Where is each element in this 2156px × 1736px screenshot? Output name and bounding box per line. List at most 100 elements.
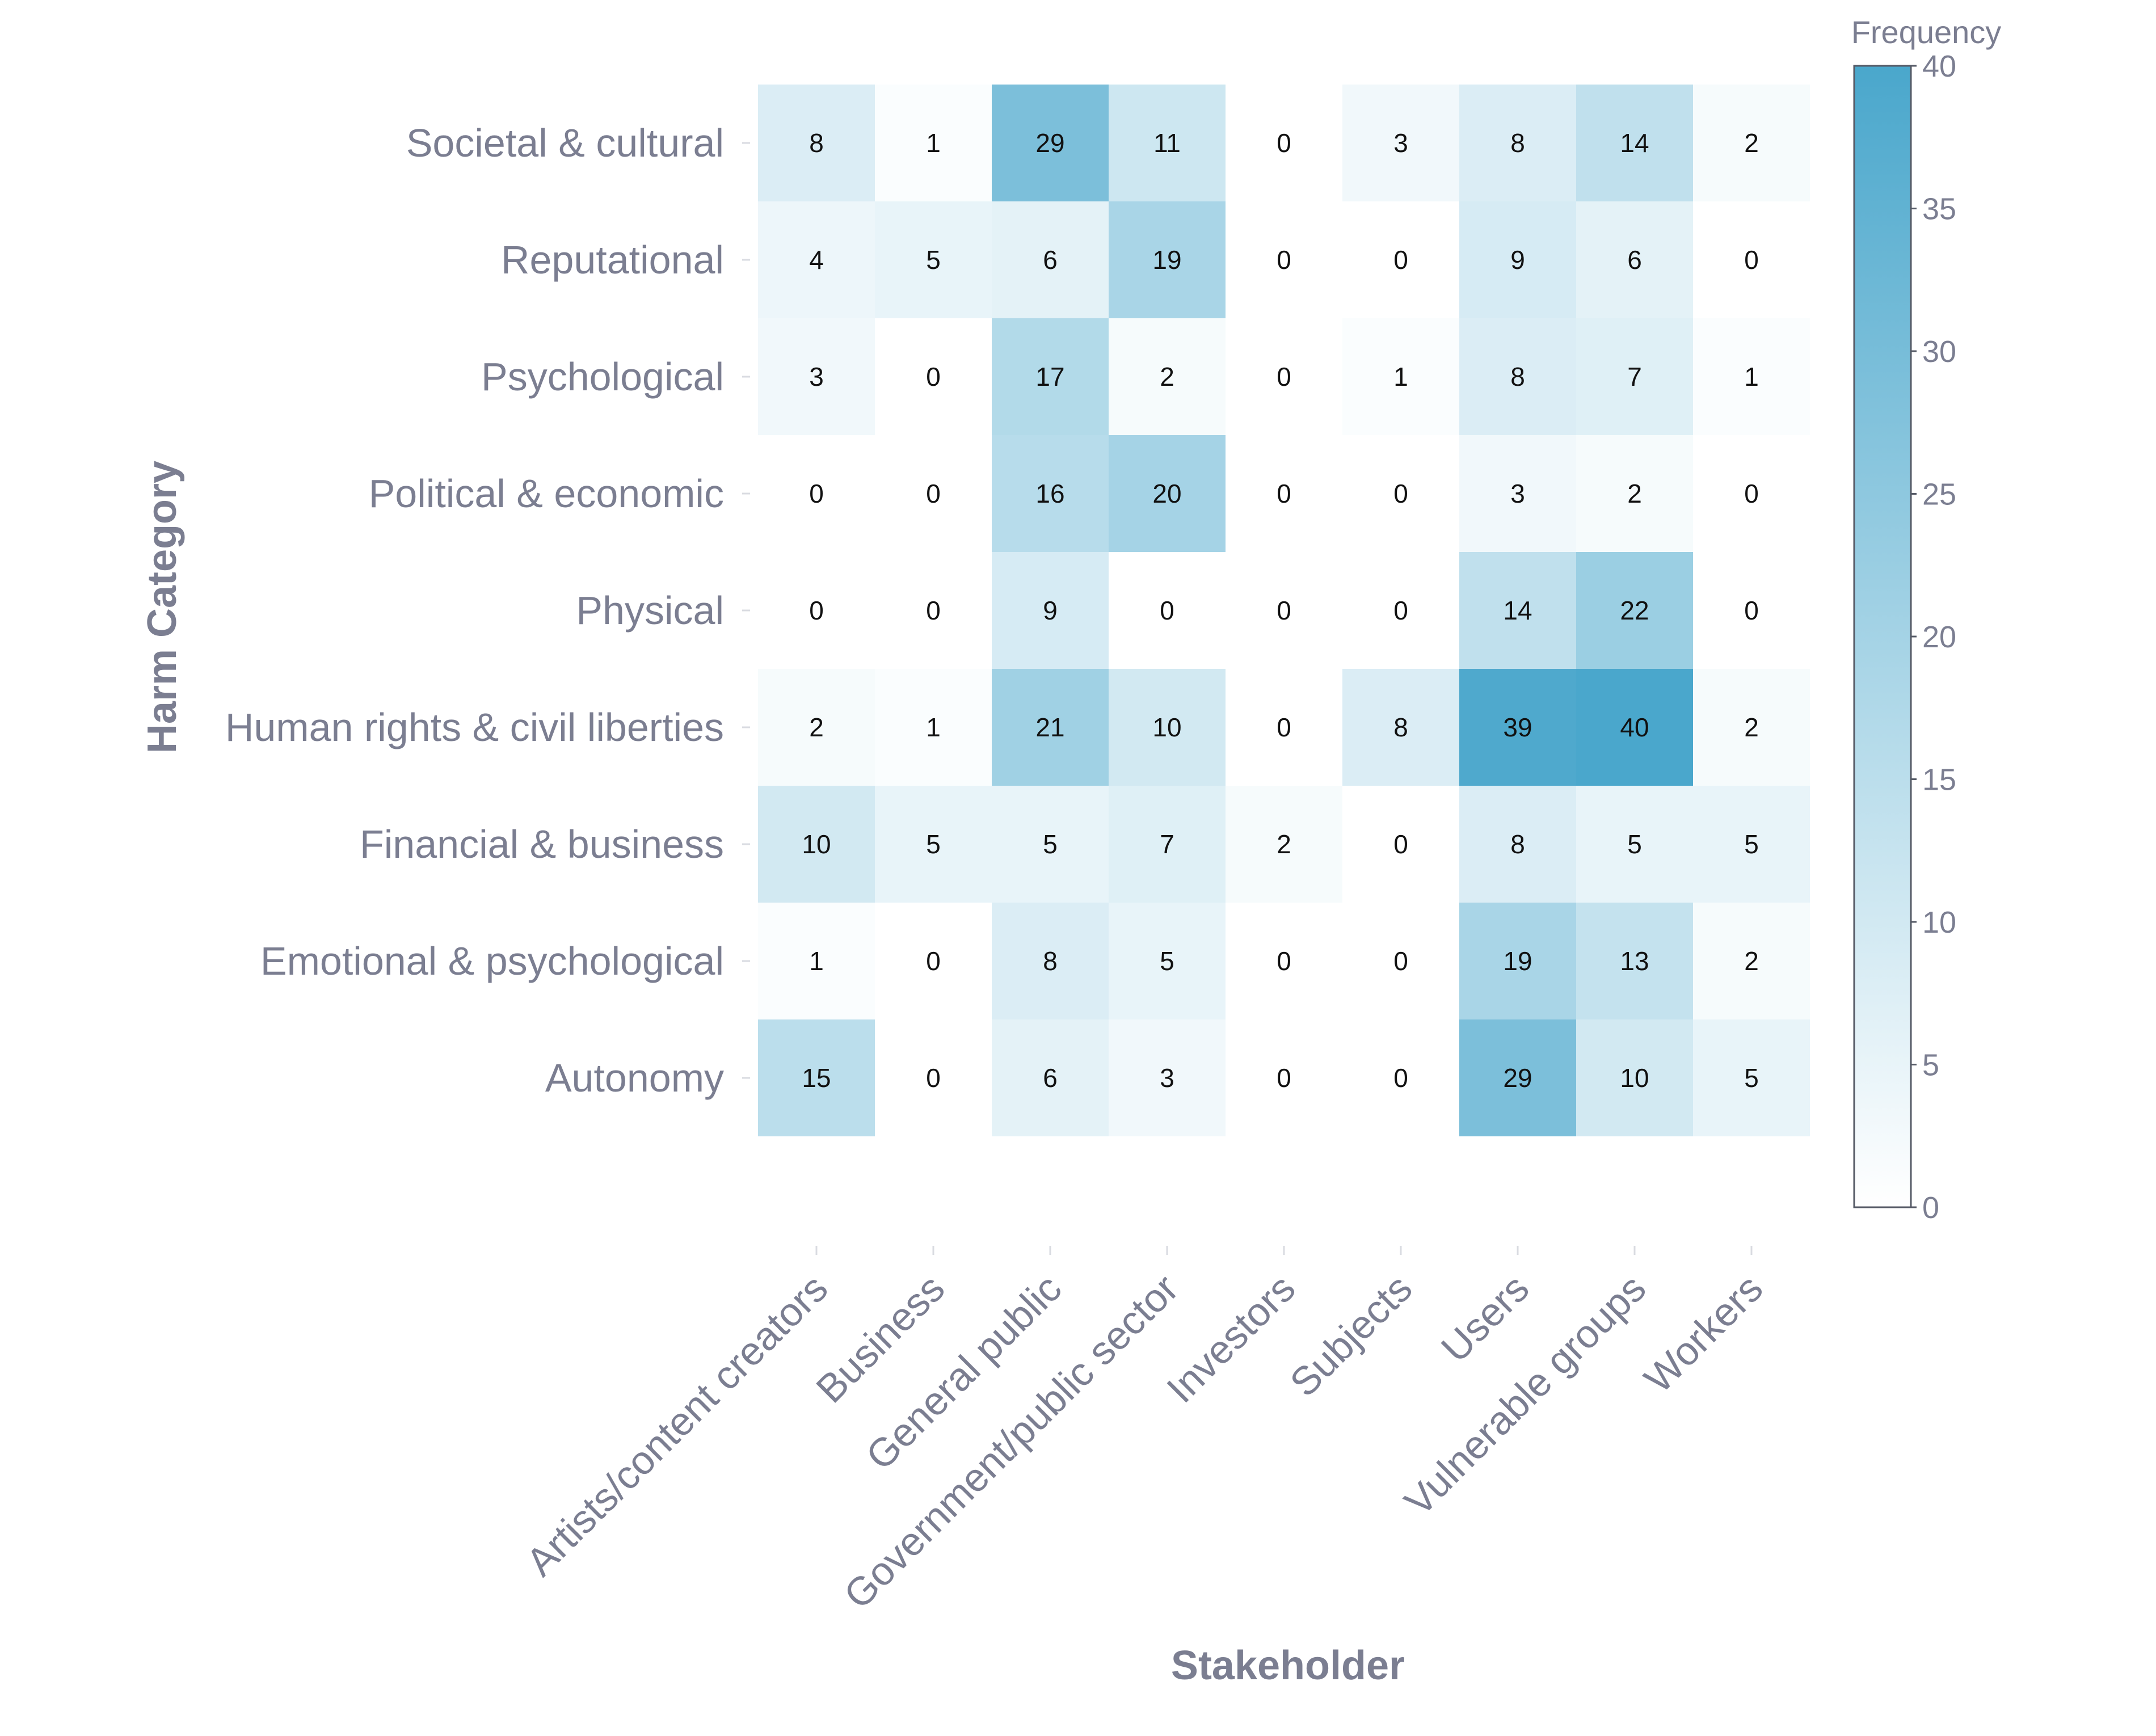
cell-value-label: 8 <box>1510 362 1525 391</box>
heatmap-cell-societal-cultural-investors <box>1226 85 1342 201</box>
heatmap-cell-psychological-users <box>1459 318 1576 435</box>
heatmap-cell-reputational-users <box>1459 201 1576 318</box>
cell-value-label: 5 <box>1627 829 1642 859</box>
cell-value-label: 2 <box>1277 829 1291 859</box>
heatmap-cell-political-economic-government-public-sector <box>1109 435 1226 552</box>
y-tick-label-physical: Physical <box>576 588 724 633</box>
cell-value-label: 0 <box>809 479 824 508</box>
cell-value-label: 14 <box>1503 596 1532 625</box>
cell-value-label: 2 <box>1744 128 1759 158</box>
x-tick-label-investors: Investors <box>1159 1266 1304 1411</box>
cell-value-label: 5 <box>1744 1063 1759 1093</box>
cell-value-label: 0 <box>1393 479 1408 508</box>
cell-value-label: 3 <box>1510 479 1525 508</box>
cell-value-label: 5 <box>926 829 941 859</box>
heatmap-cell-societal-cultural-users <box>1459 85 1576 201</box>
heatmap-cell-financial-business-general-public <box>992 786 1109 903</box>
y-tick-label-societal-cultural: Societal & cultural <box>406 121 724 165</box>
heatmap-cell-societal-cultural-general-public <box>992 85 1109 201</box>
heatmap-cell-physical-investors <box>1226 552 1342 669</box>
cell-value-label: 2 <box>1744 946 1759 976</box>
cell-value-label: 6 <box>1043 1063 1058 1093</box>
colorbar-title: Frequency <box>1851 14 2002 50</box>
cell-value-label: 1 <box>1393 362 1408 391</box>
cell-value-label: 3 <box>1160 1063 1174 1093</box>
heatmap-cell-political-economic-users <box>1459 435 1576 552</box>
heatmap-cell-physical-artists-content-creators <box>758 552 875 669</box>
y-tick-label-reputational: Reputational <box>501 238 724 282</box>
cell-value-label: 15 <box>802 1063 831 1093</box>
heatmap-cell-emotional-psychological-workers <box>1693 903 1810 1019</box>
heatmap-cell-political-economic-artists-content-creators <box>758 435 875 552</box>
cell-value-label: 2 <box>809 713 824 742</box>
heatmap-cell-human-rights-civil-liberties-workers <box>1693 669 1810 786</box>
heatmap-cell-societal-cultural-subjects <box>1342 85 1459 201</box>
heatmap-cell-psychological-general-public <box>992 318 1109 435</box>
heatmap-cell-emotional-psychological-general-public <box>992 903 1109 1019</box>
heatmap-cell-political-economic-business <box>875 435 992 552</box>
y-tick-label-human-rights-civil-liberties: Human rights & civil liberties <box>225 705 724 749</box>
heatmap-cell-human-rights-civil-liberties-general-public <box>992 669 1109 786</box>
cell-value-label: 9 <box>1043 596 1058 625</box>
cell-value-label: 0 <box>1393 829 1408 859</box>
heatmap-cell-financial-business-vulnerable-groups <box>1576 786 1693 903</box>
cell-value-label: 3 <box>809 362 824 391</box>
heatmap-cell-societal-cultural-government-public-sector <box>1109 85 1226 201</box>
heatmap-cell-financial-business-investors <box>1226 786 1342 903</box>
cell-value-label: 4 <box>809 245 824 275</box>
cell-value-label: 1 <box>809 946 824 976</box>
cell-value-label: 8 <box>1043 946 1058 976</box>
heatmap-cell-human-rights-civil-liberties-subjects <box>1342 669 1459 786</box>
heatmap-cell-autonomy-workers <box>1693 1019 1810 1136</box>
cell-value-label: 8 <box>1393 713 1408 742</box>
cell-value-label: 19 <box>1152 245 1181 275</box>
heatmap-cell-autonomy-artists-content-creators <box>758 1019 875 1136</box>
cell-value-label: 0 <box>1160 596 1174 625</box>
cell-value-label: 2 <box>1744 713 1759 742</box>
y-tick-label-psychological: Psychological <box>481 355 724 399</box>
heatmap-cell-autonomy-vulnerable-groups <box>1576 1019 1693 1136</box>
colorbar-tick-label: 20 <box>1922 620 1956 654</box>
colorbar-gradient <box>1853 65 1912 1208</box>
heatmap-cell-financial-business-users <box>1459 786 1576 903</box>
cell-value-label: 2 <box>1627 479 1642 508</box>
cell-value-label: 3 <box>1393 128 1408 158</box>
heatmap-cell-societal-cultural-workers <box>1693 85 1810 201</box>
cell-value-label: 8 <box>1510 829 1525 859</box>
heatmap-cell-emotional-psychological-government-public-sector <box>1109 903 1226 1019</box>
y-tick-label-political-economic: Political & economic <box>369 471 724 516</box>
cell-value-label: 40 <box>1620 713 1649 742</box>
heatmap-cell-human-rights-civil-liberties-users <box>1459 669 1576 786</box>
cell-value-label: 13 <box>1620 946 1649 976</box>
colorbar-tick-label: 35 <box>1922 192 1956 226</box>
heatmap-cell-physical-workers <box>1693 552 1810 669</box>
cell-value-label: 39 <box>1503 713 1532 742</box>
heatmap-cell-reputational-government-public-sector <box>1109 201 1226 318</box>
heatmap-cell-emotional-psychological-investors <box>1226 903 1342 1019</box>
heatmap-cell-emotional-psychological-artists-content-creators <box>758 903 875 1019</box>
heatmap-cell-reputational-subjects <box>1342 201 1459 318</box>
heatmap-cell-human-rights-civil-liberties-vulnerable-groups <box>1576 669 1693 786</box>
heatmap-cell-autonomy-general-public <box>992 1019 1109 1136</box>
cell-value-label: 6 <box>1043 245 1058 275</box>
cell-value-label: 5 <box>1043 829 1058 859</box>
cell-value-label: 0 <box>1744 479 1759 508</box>
heatmap-cell-financial-business-government-public-sector <box>1109 786 1226 903</box>
heatmap-cell-psychological-artists-content-creators <box>758 318 875 435</box>
cell-value-label: 8 <box>809 128 824 158</box>
colorbar-tick-label: 10 <box>1922 905 1956 939</box>
cell-value-label: 0 <box>926 479 941 508</box>
heatmap-cell-political-economic-general-public <box>992 435 1109 552</box>
colorbar-tick-label: 5 <box>1922 1048 1939 1082</box>
heatmap-cell-physical-business <box>875 552 992 669</box>
heatmap-cell-human-rights-civil-liberties-government-public-sector <box>1109 669 1226 786</box>
heatmap-cell-political-economic-investors <box>1226 435 1342 552</box>
cell-value-label: 0 <box>1393 596 1408 625</box>
cell-value-label: 2 <box>1160 362 1174 391</box>
cell-value-label: 0 <box>1277 946 1291 976</box>
colorbar: Frequency 0 5 10 15 20 25 30 35 40 <box>1851 14 2002 1225</box>
heatmap-cell-political-economic-workers <box>1693 435 1810 552</box>
heatmap-cell-reputational-general-public <box>992 201 1109 318</box>
x-tick-label-subjects: Subjects <box>1282 1266 1421 1405</box>
